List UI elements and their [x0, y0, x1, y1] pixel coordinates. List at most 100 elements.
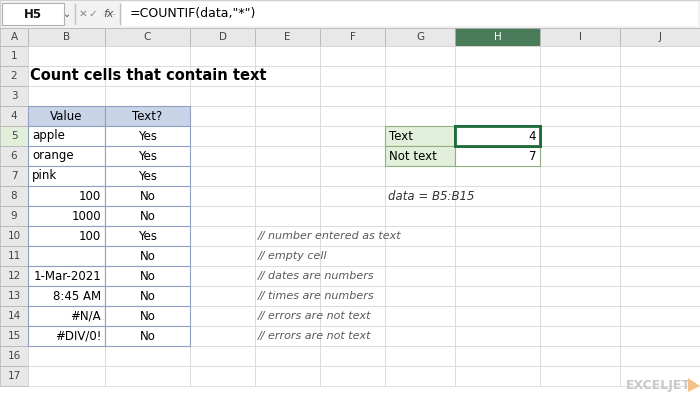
Bar [455, 126, 540, 146]
Bar [255, 226, 320, 246]
Bar [255, 306, 320, 326]
Text: I: I [578, 32, 582, 42]
Bar [105, 126, 190, 146]
Bar [455, 226, 540, 246]
Text: 3: 3 [10, 91, 18, 101]
Bar [540, 66, 620, 86]
Bar [320, 106, 385, 126]
Bar [122, 2, 698, 26]
Bar [28, 306, 105, 326]
Bar [620, 326, 700, 346]
Bar [320, 86, 385, 106]
Bar [455, 146, 540, 166]
Bar [540, 46, 620, 66]
Bar [0, 126, 28, 146]
Bar [28, 346, 105, 366]
Text: // number entered as text: // number entered as text [258, 231, 402, 241]
Bar [455, 126, 540, 146]
Bar [620, 166, 700, 186]
Bar [255, 126, 320, 146]
Bar [190, 186, 255, 206]
Text: No: No [139, 210, 155, 222]
Bar [255, 46, 320, 66]
Bar [385, 106, 455, 126]
Bar [28, 66, 105, 86]
Bar [190, 206, 255, 226]
Polygon shape [688, 378, 700, 392]
Text: Text: Text [389, 130, 413, 142]
Text: ✓: ✓ [89, 9, 97, 19]
Bar [190, 86, 255, 106]
Text: =COUNTIF(data,"*"): =COUNTIF(data,"*") [130, 8, 256, 20]
Bar [28, 246, 105, 266]
Bar [28, 226, 105, 246]
Bar [190, 306, 255, 326]
Text: No: No [139, 270, 155, 282]
Bar [385, 28, 455, 46]
Text: D: D [218, 32, 227, 42]
Bar [28, 146, 105, 166]
Bar [28, 306, 105, 326]
Text: 100: 100 [78, 190, 101, 202]
Bar [320, 66, 385, 86]
Bar [0, 28, 28, 46]
Bar [255, 86, 320, 106]
Text: 6: 6 [10, 151, 18, 161]
Text: 12: 12 [8, 271, 20, 281]
Bar [540, 286, 620, 306]
Bar [0, 0, 700, 28]
Bar [320, 146, 385, 166]
Bar [385, 66, 455, 86]
Bar [190, 266, 255, 286]
Text: #N/A: #N/A [71, 310, 101, 322]
Bar [620, 226, 700, 246]
Bar [620, 146, 700, 166]
Bar [190, 166, 255, 186]
Bar [385, 166, 455, 186]
Text: 4: 4 [10, 111, 18, 121]
Bar [540, 106, 620, 126]
Bar [255, 346, 320, 366]
Text: Yes: Yes [138, 130, 157, 142]
Bar [105, 186, 190, 206]
Text: Count cells that contain text: Count cells that contain text [30, 68, 267, 84]
Text: 17: 17 [8, 371, 20, 381]
Bar [105, 246, 190, 266]
Text: fx: fx [104, 9, 114, 19]
Bar [620, 346, 700, 366]
Bar [105, 166, 190, 186]
Bar [385, 186, 455, 206]
Bar [320, 286, 385, 306]
Bar [255, 66, 320, 86]
Bar [0, 186, 28, 206]
Bar [455, 46, 540, 66]
Bar [105, 166, 190, 186]
Bar [0, 326, 28, 346]
Bar [540, 86, 620, 106]
Bar [385, 146, 455, 166]
Bar [455, 28, 540, 46]
Bar [620, 206, 700, 226]
Bar [385, 306, 455, 326]
Bar [255, 166, 320, 186]
Bar [540, 186, 620, 206]
Bar [190, 346, 255, 366]
Bar [105, 66, 190, 86]
Bar [105, 266, 190, 286]
Bar [190, 28, 255, 46]
Bar [28, 366, 105, 386]
Bar [0, 66, 28, 86]
Bar [28, 266, 105, 286]
Bar [320, 166, 385, 186]
Bar [620, 28, 700, 46]
Text: H5: H5 [24, 8, 42, 20]
Text: orange: orange [32, 150, 74, 162]
Bar [620, 86, 700, 106]
Text: 11: 11 [8, 251, 20, 261]
Bar [28, 226, 105, 246]
Bar [105, 306, 190, 326]
Bar [0, 206, 28, 226]
Bar [105, 106, 190, 126]
Text: 1: 1 [10, 51, 18, 61]
Bar [28, 46, 105, 66]
